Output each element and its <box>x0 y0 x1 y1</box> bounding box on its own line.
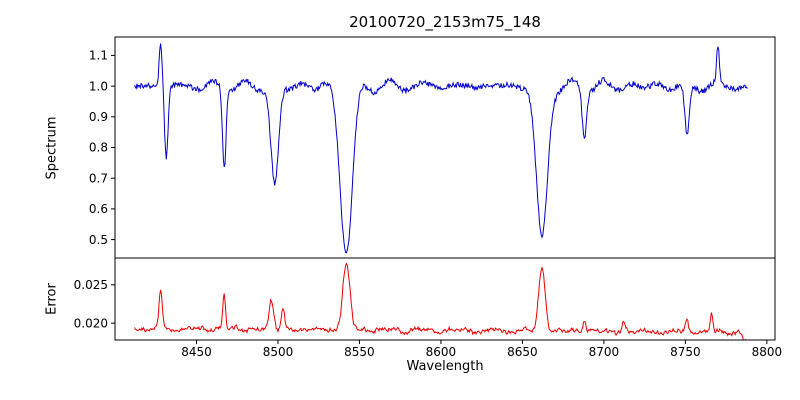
x-tick-label: 8650 <box>507 345 538 359</box>
y-tick-label: 0.9 <box>89 110 108 124</box>
x-tick-label: 8700 <box>589 345 620 359</box>
x-tick-label: 8500 <box>263 345 294 359</box>
y-tick-label: 0.5 <box>89 233 108 247</box>
x-tick-label: 8450 <box>181 345 212 359</box>
y-tick-label: 0.020 <box>74 316 108 330</box>
y-tick-label: 0.8 <box>89 141 108 155</box>
y-tick-label: 0.6 <box>89 202 108 216</box>
y-tick-label: 0.7 <box>89 171 108 185</box>
x-tick-label: 8750 <box>670 345 701 359</box>
x-tick-label: 8550 <box>344 345 375 359</box>
error-line <box>134 262 747 340</box>
spectrum-line <box>134 43 748 254</box>
spectrum-panel-frame <box>114 36 776 259</box>
y-tick-label: 1.1 <box>89 49 108 63</box>
error-panel-frame <box>114 257 776 341</box>
x-tick-label: 8800 <box>752 345 783 359</box>
wavelength-x-axis-label: Wavelength <box>406 359 484 374</box>
x-tick-label: 8600 <box>426 345 457 359</box>
y-tick-label: 1.0 <box>89 79 108 93</box>
y-tick-label: 0.025 <box>74 278 108 292</box>
chart-title: 20100720_2153m75_148 <box>349 13 541 31</box>
